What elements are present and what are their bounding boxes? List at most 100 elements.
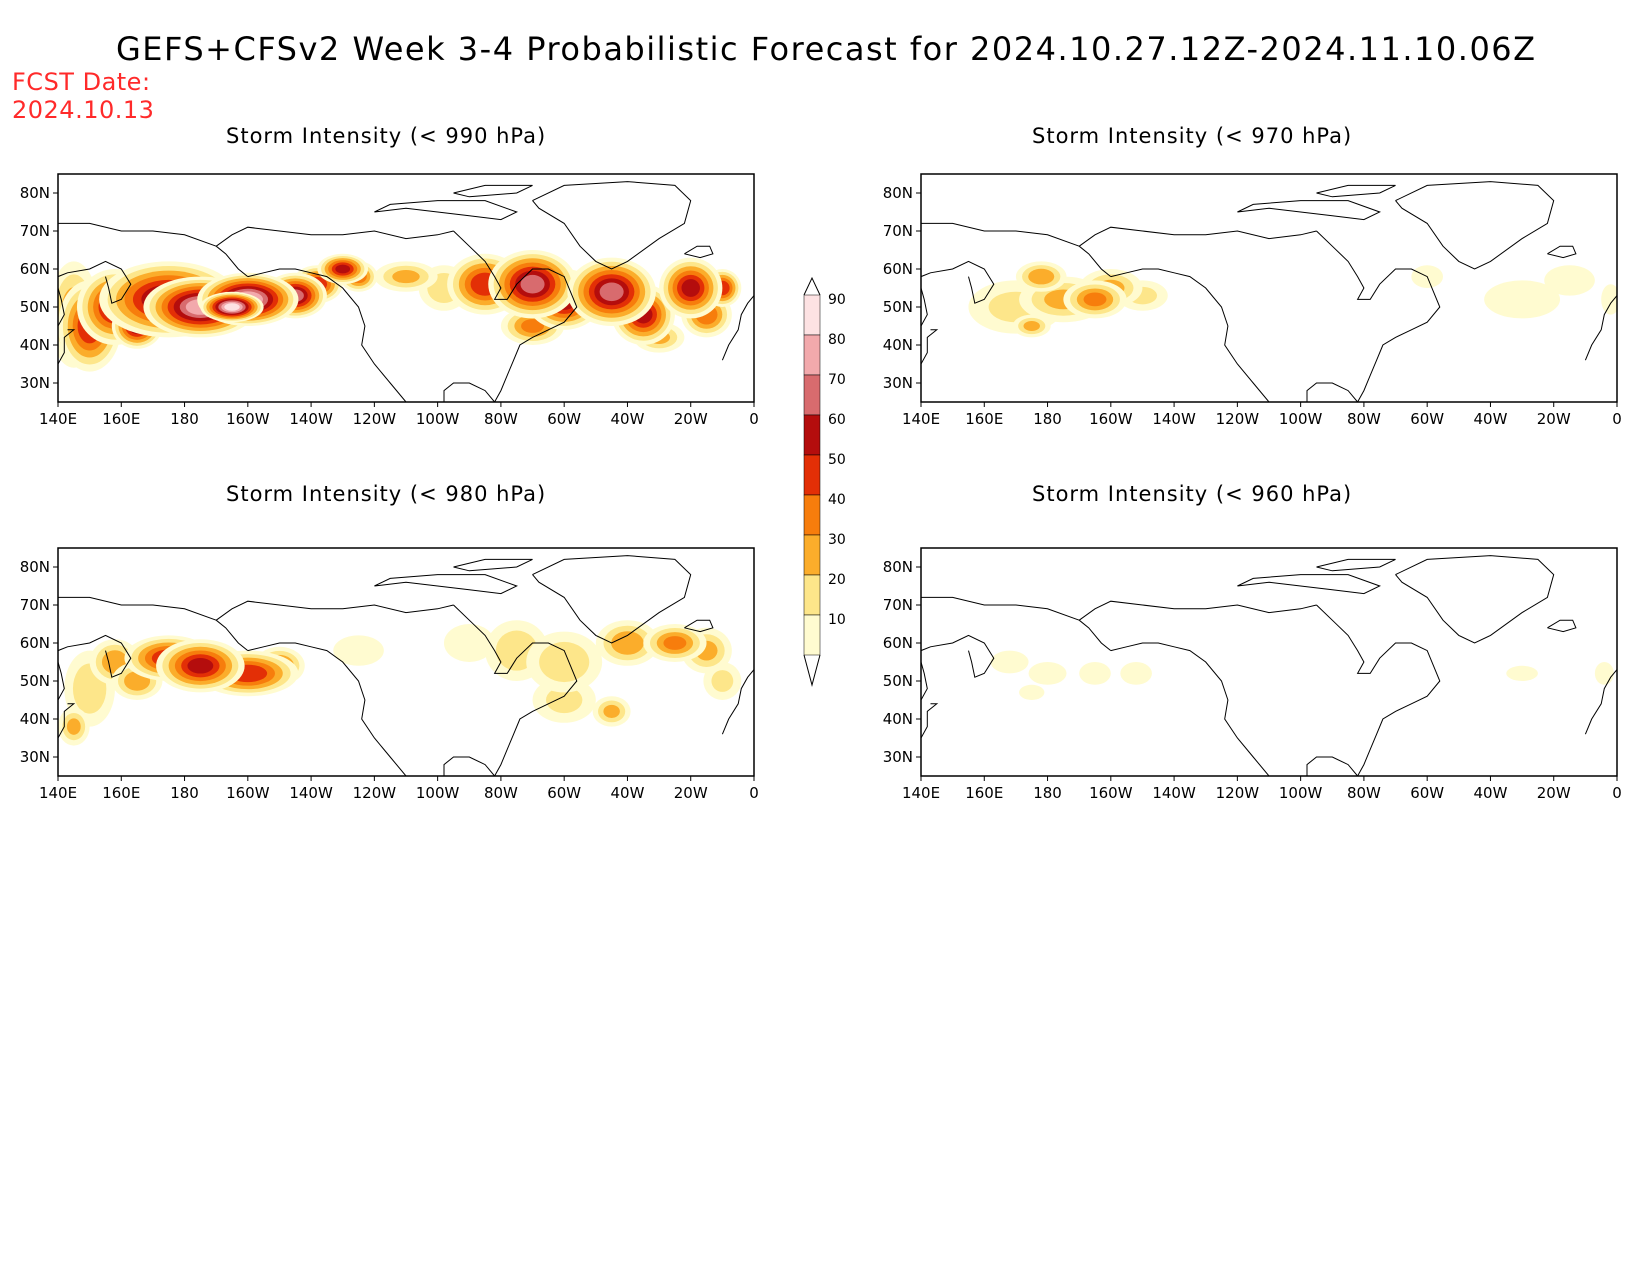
lat-tick-label: 50N <box>20 298 50 316</box>
prob-cell <box>711 670 734 692</box>
prob-cell <box>520 274 545 294</box>
lat-tick-label: 40N <box>20 710 50 728</box>
lon-tick-label: 60W <box>547 784 581 802</box>
coastline <box>1110 642 1270 776</box>
coastline <box>1110 268 1270 402</box>
lon-tick-label: 60W <box>547 410 581 428</box>
prob-cell <box>1601 284 1617 315</box>
colorbar-swatch <box>803 614 821 656</box>
map-frame <box>920 173 1618 403</box>
lon-tick-label: 100W <box>1279 410 1323 428</box>
lon-tick-label: 120W <box>353 410 397 428</box>
lon-tick-label: 140E <box>39 784 77 802</box>
coastline <box>1237 200 1381 221</box>
colorbar-swatch <box>803 454 821 496</box>
colorbar-swatch <box>803 494 821 536</box>
colorbar-label: 90 <box>828 292 846 308</box>
lon-tick-label: 160W <box>1089 410 1133 428</box>
coastline <box>215 245 249 277</box>
lon-tick-label: 100W <box>416 784 460 802</box>
lon-tick-label: 160W <box>226 784 270 802</box>
prob-cell <box>611 631 644 655</box>
prob-cell <box>333 635 384 666</box>
lat-tick-label: 30N <box>883 748 913 766</box>
prob-cell <box>66 718 81 735</box>
lon-tick-label: 0 <box>1612 784 1622 802</box>
prob-cell <box>1023 321 1040 331</box>
coastline <box>921 260 995 304</box>
coastline <box>1395 181 1555 270</box>
prob-cell <box>539 641 590 683</box>
lon-tick-label: 80W <box>1347 784 1381 802</box>
prob-cell <box>1028 662 1067 685</box>
prob-cell <box>990 650 1029 674</box>
lon-tick-label: 180 <box>1033 784 1062 802</box>
coastline <box>453 558 533 572</box>
coastline <box>1078 226 1317 247</box>
prob-cell <box>681 279 700 297</box>
lon-tick-label: 0 <box>1612 410 1622 428</box>
lat-tick-label: 50N <box>883 672 913 690</box>
prob-cell <box>1083 292 1107 307</box>
lon-tick-label: 160E <box>102 410 140 428</box>
lat-tick-label: 70N <box>20 596 50 614</box>
map-area-p960 <box>921 555 1617 776</box>
colorbar-swatch <box>803 294 821 336</box>
coastline <box>1316 184 1396 198</box>
colorbar-swatch <box>803 534 821 576</box>
map-frame <box>57 547 755 777</box>
lon-tick-label: 60W <box>1410 784 1444 802</box>
coastline <box>921 287 928 327</box>
colorbar-swatch <box>803 374 821 416</box>
coastline <box>684 619 714 633</box>
panel-title-980: Storm Intensity (< 980 hPa) <box>226 482 547 506</box>
coastline <box>247 268 407 402</box>
coastline <box>921 329 939 365</box>
lon-tick-label: 140E <box>902 784 940 802</box>
coastline <box>453 230 578 402</box>
coastline <box>1316 604 1441 776</box>
lon-tick-label: 120W <box>353 784 397 802</box>
coastline <box>532 181 692 270</box>
prob-cell <box>335 264 351 274</box>
coastline <box>1316 230 1441 402</box>
lon-tick-label: 0 <box>749 410 759 428</box>
prob-cell <box>1120 662 1152 685</box>
lon-tick-label: 140E <box>39 410 77 428</box>
coastline <box>443 756 495 776</box>
lon-tick-label: 100W <box>1279 784 1323 802</box>
coastline <box>1584 669 1617 735</box>
lon-tick-label: 140W <box>289 410 333 428</box>
map-area-p980 <box>58 555 754 776</box>
colorbar-label: 50 <box>828 452 846 468</box>
coastline <box>1316 558 1396 572</box>
lat-tick-label: 50N <box>883 298 913 316</box>
lon-tick-label: 40W <box>610 410 644 428</box>
prob-cell <box>521 319 545 333</box>
coastline <box>1395 555 1555 644</box>
lon-tick-label: 180 <box>170 784 199 802</box>
lon-tick-label: 140W <box>1152 784 1196 802</box>
lon-tick-label: 160W <box>1089 784 1133 802</box>
lon-tick-label: 40W <box>1473 784 1507 802</box>
colorbar-label: 10 <box>828 612 846 628</box>
coastline <box>374 200 518 221</box>
lon-tick-label: 160E <box>965 410 1003 428</box>
coastline <box>58 703 76 739</box>
lat-tick-label: 30N <box>20 374 50 392</box>
lat-tick-label: 60N <box>20 634 50 652</box>
map-panel-p960: 140E 160E 180 160W 140W 120W 100W 80W 60W 40W 20W 0… <box>883 547 1622 802</box>
prob-cell <box>603 704 620 718</box>
colorbar-label: 40 <box>828 492 846 508</box>
prob-cell <box>1484 280 1561 319</box>
lon-tick-label: 0 <box>749 784 759 802</box>
lon-tick-label: 180 <box>1033 410 1062 428</box>
coastline <box>921 596 1080 621</box>
coastline <box>58 596 217 621</box>
figure-title: GEFS+CFSv2 Week 3-4 Probabilistic Foreca… <box>116 30 1537 68</box>
colorbar-swatch <box>803 334 821 376</box>
coastline <box>215 600 454 621</box>
lon-tick-label: 160W <box>226 410 270 428</box>
lat-tick-label: 80N <box>883 184 913 202</box>
coastline <box>58 329 76 365</box>
